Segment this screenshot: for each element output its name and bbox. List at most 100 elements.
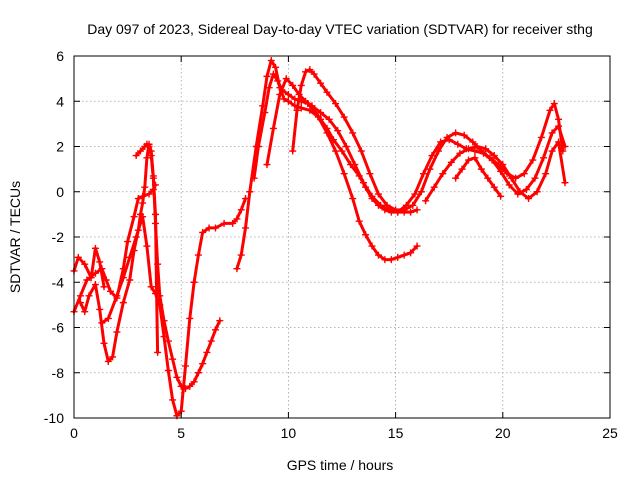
data-point xyxy=(169,396,177,404)
data-point xyxy=(113,328,121,336)
data-point xyxy=(297,81,305,89)
data-point xyxy=(263,72,271,80)
data-point xyxy=(126,253,134,261)
data-point xyxy=(428,152,436,160)
data-point xyxy=(136,147,144,155)
data-point xyxy=(207,337,215,345)
y-tick-label: -6 xyxy=(52,320,65,336)
data-point xyxy=(342,143,350,150)
data-point xyxy=(265,84,273,92)
data-point xyxy=(216,317,224,325)
x-tick-label: 5 xyxy=(177,425,185,441)
data-point xyxy=(548,129,556,137)
y-tick-label: 6 xyxy=(56,48,64,64)
data-point xyxy=(381,256,389,264)
data-point xyxy=(407,208,415,216)
data-point xyxy=(387,256,395,264)
data-point xyxy=(490,183,498,191)
data-point xyxy=(205,224,213,232)
data-point xyxy=(310,70,318,78)
data-point xyxy=(340,113,348,121)
data-point xyxy=(488,156,496,164)
data-point xyxy=(460,131,468,139)
data-point xyxy=(145,190,153,198)
data-point xyxy=(147,152,155,160)
data-point xyxy=(323,88,331,96)
data-point xyxy=(87,274,95,282)
data-point xyxy=(531,174,539,182)
data-point xyxy=(505,181,513,189)
data-point xyxy=(302,97,310,105)
data-point xyxy=(409,201,417,209)
data-point xyxy=(413,242,421,250)
data-point xyxy=(377,201,385,209)
data-point xyxy=(394,253,402,261)
data-point xyxy=(130,213,138,221)
series-track-8 xyxy=(263,75,569,216)
data-point xyxy=(464,145,472,153)
data-point xyxy=(413,206,421,214)
data-point xyxy=(471,147,479,155)
data-point xyxy=(295,90,303,98)
data-point xyxy=(351,161,359,169)
data-point xyxy=(169,355,177,363)
data-point xyxy=(473,143,481,150)
data-point xyxy=(355,217,363,225)
data-point xyxy=(456,149,464,157)
data-point xyxy=(220,219,228,227)
data-point xyxy=(548,147,556,155)
data-point xyxy=(289,147,297,155)
data-point xyxy=(458,165,466,173)
data-point xyxy=(254,143,262,150)
data-point xyxy=(83,276,91,284)
y-tick-label: -8 xyxy=(52,365,65,381)
data-point xyxy=(297,104,305,112)
x-tick-label: 10 xyxy=(281,425,297,441)
data-point xyxy=(246,188,254,196)
data-point xyxy=(362,231,370,239)
data-point xyxy=(325,115,333,123)
data-point xyxy=(119,299,127,307)
data-point xyxy=(186,314,194,322)
series-track-6 xyxy=(250,70,421,216)
data-point xyxy=(555,115,563,123)
data-point xyxy=(497,167,505,175)
data-point xyxy=(334,127,342,135)
x-tick-label: 0 xyxy=(70,425,78,441)
series-line xyxy=(424,140,567,203)
series-track-10 xyxy=(452,154,505,200)
data-point xyxy=(497,192,505,200)
data-point xyxy=(332,100,340,108)
data-point xyxy=(317,109,325,117)
data-point xyxy=(269,124,277,132)
series-line xyxy=(134,142,160,354)
data-point xyxy=(106,287,114,295)
x-axis-label: GPS time / hours xyxy=(287,457,394,473)
data-point xyxy=(426,165,434,173)
data-point xyxy=(546,106,554,114)
x-tick-label: 20 xyxy=(495,425,511,441)
data-point xyxy=(276,90,284,98)
x-tick-label: 15 xyxy=(388,425,404,441)
data-point xyxy=(317,79,325,87)
data-point xyxy=(447,158,455,166)
data-point xyxy=(366,170,374,178)
data-point xyxy=(417,188,425,196)
series-line xyxy=(454,156,503,198)
data-point xyxy=(233,265,241,273)
y-tick-label: 4 xyxy=(56,93,64,109)
data-point xyxy=(134,195,142,203)
data-point xyxy=(132,233,140,241)
data-point xyxy=(76,292,84,300)
data-point xyxy=(291,95,299,103)
data-point xyxy=(394,208,402,216)
data-point xyxy=(212,326,220,334)
data-point xyxy=(153,283,161,291)
data-point xyxy=(306,66,314,74)
data-point xyxy=(542,170,550,178)
data-point xyxy=(490,152,498,160)
data-point xyxy=(471,154,479,162)
data-point xyxy=(525,195,533,203)
data-point xyxy=(452,174,460,182)
